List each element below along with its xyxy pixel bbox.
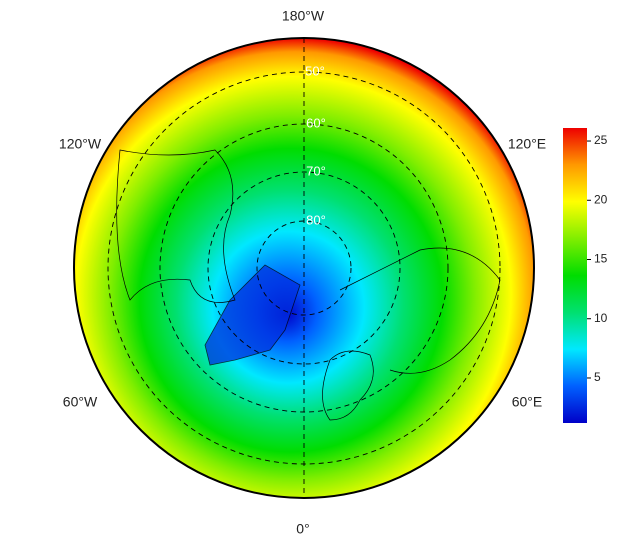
map-border <box>73 37 535 499</box>
lon-label: 60°W <box>63 394 98 410</box>
lon-label: 0° <box>296 521 309 537</box>
colorbar-tick-label: 20 <box>594 192 608 206</box>
graticule <box>107 38 501 498</box>
lon-label: 120°E <box>508 136 546 152</box>
lon-label: 60°E <box>512 394 543 410</box>
colorbar-tick-label: 5 <box>594 370 601 384</box>
colorbar-tick-label: 10 <box>594 311 608 325</box>
lat-label: 60° <box>306 115 326 130</box>
colorbar-tick-label: 25 <box>594 133 608 147</box>
colorbar-tick-label: 15 <box>594 252 608 266</box>
north-america-coast <box>116 149 236 303</box>
scandinavia-coast <box>322 350 374 421</box>
lat-label: 70° <box>306 163 326 178</box>
lat-label: 50° <box>305 63 325 78</box>
polar-field <box>74 38 534 498</box>
greenland <box>204 264 301 366</box>
lon-label: 180°W <box>282 8 325 24</box>
lon-label: 120°W <box>59 136 102 152</box>
colorbar <box>563 128 587 423</box>
lat-label: 80° <box>306 212 326 227</box>
